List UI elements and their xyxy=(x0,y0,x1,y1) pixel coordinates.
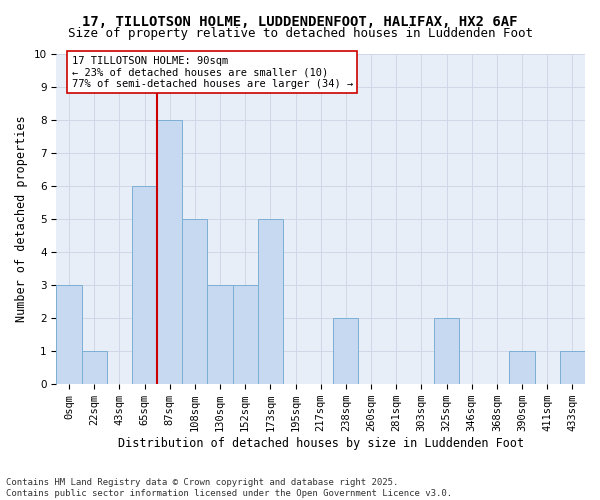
Bar xyxy=(509,351,535,384)
Bar xyxy=(560,351,585,384)
Text: Size of property relative to detached houses in Luddenden Foot: Size of property relative to detached ho… xyxy=(67,28,533,40)
Bar xyxy=(333,318,358,384)
Y-axis label: Number of detached properties: Number of detached properties xyxy=(15,116,28,322)
Bar xyxy=(434,318,459,384)
Bar xyxy=(258,219,283,384)
X-axis label: Distribution of detached houses by size in Luddenden Foot: Distribution of detached houses by size … xyxy=(118,437,524,450)
Bar xyxy=(56,285,82,384)
Text: 17, TILLOTSON HOLME, LUDDENDENFOOT, HALIFAX, HX2 6AF: 17, TILLOTSON HOLME, LUDDENDENFOOT, HALI… xyxy=(82,15,518,29)
Bar xyxy=(208,285,233,384)
Bar xyxy=(233,285,258,384)
Text: 17 TILLOTSON HOLME: 90sqm
← 23% of detached houses are smaller (10)
77% of semi-: 17 TILLOTSON HOLME: 90sqm ← 23% of detac… xyxy=(71,56,353,89)
Bar xyxy=(132,186,157,384)
Bar xyxy=(182,219,208,384)
Bar xyxy=(157,120,182,384)
Text: Contains HM Land Registry data © Crown copyright and database right 2025.
Contai: Contains HM Land Registry data © Crown c… xyxy=(6,478,452,498)
Bar xyxy=(82,351,107,384)
